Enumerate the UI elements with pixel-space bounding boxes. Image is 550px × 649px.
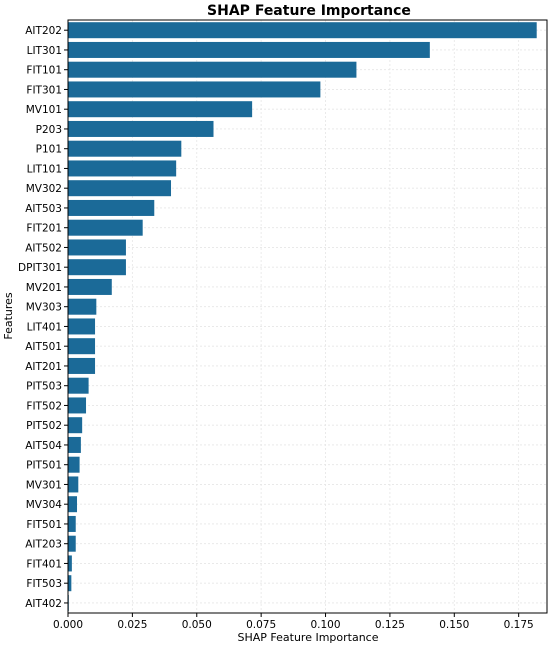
y-tick-label: LIT401 (27, 321, 62, 333)
y-tick-label: PIT503 (26, 381, 62, 393)
y-tick-label: MV201 (26, 282, 62, 294)
x-tick-label: 0.125 (375, 619, 405, 631)
bar-fit501 (68, 515, 76, 532)
x-tick-label: 0.025 (117, 619, 147, 631)
y-tick-label: AIT503 (25, 203, 62, 215)
bar-pit503 (68, 377, 89, 394)
x-tick-label: 0.075 (246, 619, 276, 631)
bar-dpit301 (68, 259, 126, 276)
bar-pit501 (68, 456, 80, 473)
bar-fit101 (68, 61, 357, 78)
chart-title: SHAP Feature Importance (207, 3, 411, 19)
bar-fit201 (68, 219, 143, 236)
bar-lit301 (68, 41, 430, 58)
y-tick-label: AIT201 (25, 361, 62, 373)
bar-ait503 (68, 199, 155, 216)
y-tick-label: FIT503 (26, 578, 62, 590)
y-tick-label: FIT301 (26, 84, 62, 96)
y-tick-label: FIT502 (26, 400, 62, 412)
y-tick-label: MV301 (26, 479, 62, 491)
y-tick-label: MV101 (26, 104, 62, 116)
y-tick-label: MV302 (26, 183, 62, 195)
y-tick-label: FIT101 (26, 65, 62, 77)
bar-mv301 (68, 476, 79, 493)
y-tick-label: LIT301 (27, 45, 62, 57)
bar-mv303 (68, 298, 97, 315)
bar-ait202 (68, 22, 537, 39)
bar-pit502 (68, 417, 83, 434)
bar-mv302 (68, 180, 172, 197)
bar-lit401 (68, 318, 96, 335)
bar-ait504 (68, 436, 81, 453)
y-tick-label: DPIT301 (18, 262, 62, 274)
x-tick-label: 0.000 (53, 619, 83, 631)
y-tick-label: MV303 (26, 302, 62, 314)
bar-fit503 (68, 575, 72, 592)
bar-p101 (68, 140, 182, 157)
x-tick-label: 0.175 (504, 619, 534, 631)
x-axis-label: SHAP Feature Importance (237, 631, 378, 644)
x-tick-label: 0.150 (439, 619, 469, 631)
y-tick-label: AIT502 (25, 242, 62, 254)
y-axis-label: Features (2, 292, 15, 340)
axis-layer: 0.000 0.025 0.050 0.075 0.100 0.125 0.150 0.175… (18, 25, 534, 631)
y-tick-label: MV304 (26, 499, 63, 511)
x-tick-label: 0.100 (310, 619, 340, 631)
y-tick-label: AIT402 (25, 598, 62, 610)
bar-fit301 (68, 81, 321, 98)
y-tick-label: FIT401 (26, 558, 62, 570)
bar-p203 (68, 120, 214, 137)
y-tick-label: P101 (36, 144, 62, 156)
bar-ait203 (68, 535, 76, 552)
bar-fit401 (68, 555, 72, 572)
y-tick-label: AIT501 (25, 341, 62, 353)
bar-layer (68, 22, 537, 611)
bar-ait201 (68, 357, 96, 374)
bar-fit502 (68, 397, 87, 414)
bar-mv304 (68, 496, 78, 513)
x-tick-label: 0.050 (182, 619, 212, 631)
bar-mv201 (68, 278, 112, 295)
y-tick-label: AIT203 (25, 539, 62, 551)
y-tick-label: P203 (36, 124, 62, 136)
y-tick-label: PIT502 (26, 420, 62, 432)
bar-ait502 (68, 239, 126, 256)
y-tick-label: LIT101 (27, 163, 62, 175)
plot-frame (67, 19, 548, 614)
y-tick-label: AIT504 (25, 440, 62, 452)
y-tick-label: FIT201 (26, 223, 62, 235)
bar-ait501 (68, 338, 96, 355)
bar-mv101 (68, 101, 253, 118)
y-tick-label: AIT202 (25, 25, 62, 37)
y-tick-label: PIT501 (26, 460, 62, 472)
bar-lit101 (68, 160, 177, 177)
y-tick-label: FIT501 (26, 519, 62, 531)
